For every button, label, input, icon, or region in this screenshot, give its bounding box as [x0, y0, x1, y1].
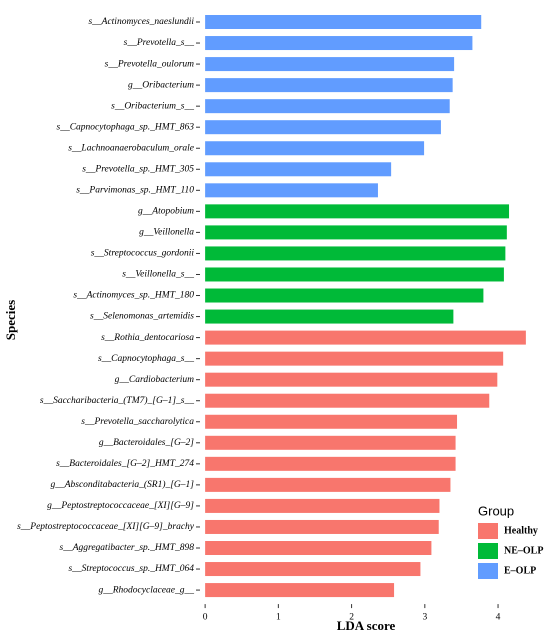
bar: [205, 372, 498, 387]
bar: [205, 414, 458, 429]
bar: [205, 15, 482, 29]
y-tick-label: s__Prevotella_s__: [124, 38, 195, 48]
y-tick-label: s__Veillonella_s__: [122, 270, 194, 280]
bar: [205, 99, 450, 114]
y-tick-label: g__Peptostreptococcaceae_[XI][G–9]: [47, 501, 194, 511]
legend-swatch: [478, 563, 498, 579]
y-tick-label: s__Oribacterium_s__: [111, 101, 194, 111]
y-tick-label: g__Oribacterium: [128, 80, 194, 90]
y-tick-label: g__Absconditabacteria_(SR1)_[G–1]: [50, 479, 194, 490]
x-tick-label: 0: [203, 612, 208, 622]
y-tick-label: s__Selenomonas_artemidis: [90, 312, 194, 322]
y-tick-label: s__Capnocytophaga_sp._HMT_863: [57, 122, 195, 132]
legend-label: NE–OLP: [504, 545, 543, 556]
bar: [205, 141, 425, 156]
bar: [205, 351, 504, 366]
y-tick-label: g__Atopobium: [138, 207, 194, 217]
x-tick-label: 4: [496, 612, 501, 622]
bar: [205, 246, 506, 261]
bar: [205, 120, 441, 135]
y-tick-label: s__Prevotella_saccharolytica: [81, 417, 194, 427]
y-tick-label: s__Rothia_dentocariosa: [101, 333, 194, 343]
bar: [205, 498, 440, 513]
bar: [205, 562, 421, 577]
y-axis-label: Species: [3, 300, 18, 340]
bar: [205, 519, 439, 534]
bar: [205, 456, 456, 471]
y-tick-label: s__Actinomyces_naeslundii: [88, 17, 194, 27]
y-tick-label: s__Saccharibacteria_(TM7)_[G–1]_s__: [40, 395, 194, 406]
legend-title: Group: [478, 503, 514, 518]
bar: [205, 330, 526, 345]
y-tick-label: s__Prevotella_sp._HMT_305: [82, 164, 194, 174]
bar: [205, 183, 378, 198]
bar: [205, 393, 490, 408]
bar: [205, 204, 510, 219]
y-tick-label: g__Bacteroidales_[G–2]: [99, 438, 194, 448]
y-tick-label: g__Veillonella: [139, 228, 194, 238]
y-tick-label: s__Capnocytophaga_s__: [98, 354, 194, 364]
y-tick-label: s__Aggregatibacter_sp._HMT_898: [60, 543, 195, 553]
y-tick-label: g__Cardiobacterium: [115, 375, 194, 385]
bar: [205, 162, 392, 177]
bar: [205, 225, 507, 240]
y-tick-label: s__Parvimonas_sp._HMT_110: [76, 186, 194, 196]
bar: [205, 435, 456, 450]
bar: [205, 288, 484, 303]
x-tick-label: 1: [276, 612, 281, 622]
bar: [205, 267, 504, 282]
x-tick-label: 3: [422, 612, 427, 622]
legend-swatch: [478, 523, 498, 539]
legend-label: E–OLP: [504, 565, 536, 576]
legend-swatch: [478, 543, 498, 559]
y-tick-label: g__Rhodocyclaceae_g__: [99, 585, 195, 595]
y-tick-label: s__Peptostreptococcaceae_[XI][G–9]_brach…: [17, 522, 195, 532]
y-tick-label: s__Bacteroidales_[G–2]_HMT_274: [56, 459, 194, 469]
y-tick-label: s__Streptococcus_gordonii: [91, 249, 195, 259]
bar: [205, 57, 455, 72]
bar: [205, 309, 454, 324]
bar: [205, 477, 451, 492]
y-tick-label: s__Prevotella_oulorum: [105, 59, 194, 69]
bar: [205, 541, 432, 555]
x-axis-label: LDA score: [337, 618, 396, 633]
y-tick-label: s__Lachnoanaerobaculum_orale: [68, 143, 194, 153]
legend-label: Healthy: [504, 525, 538, 536]
bar: [205, 36, 473, 51]
y-tick-label: s__Actinomyces_sp._HMT_180: [73, 291, 194, 301]
bar: [205, 583, 395, 598]
bar: [205, 78, 453, 93]
y-tick-label: s__Streptococcus_sp._HMT_064: [68, 564, 194, 574]
x-tick-label: 2: [349, 612, 354, 622]
